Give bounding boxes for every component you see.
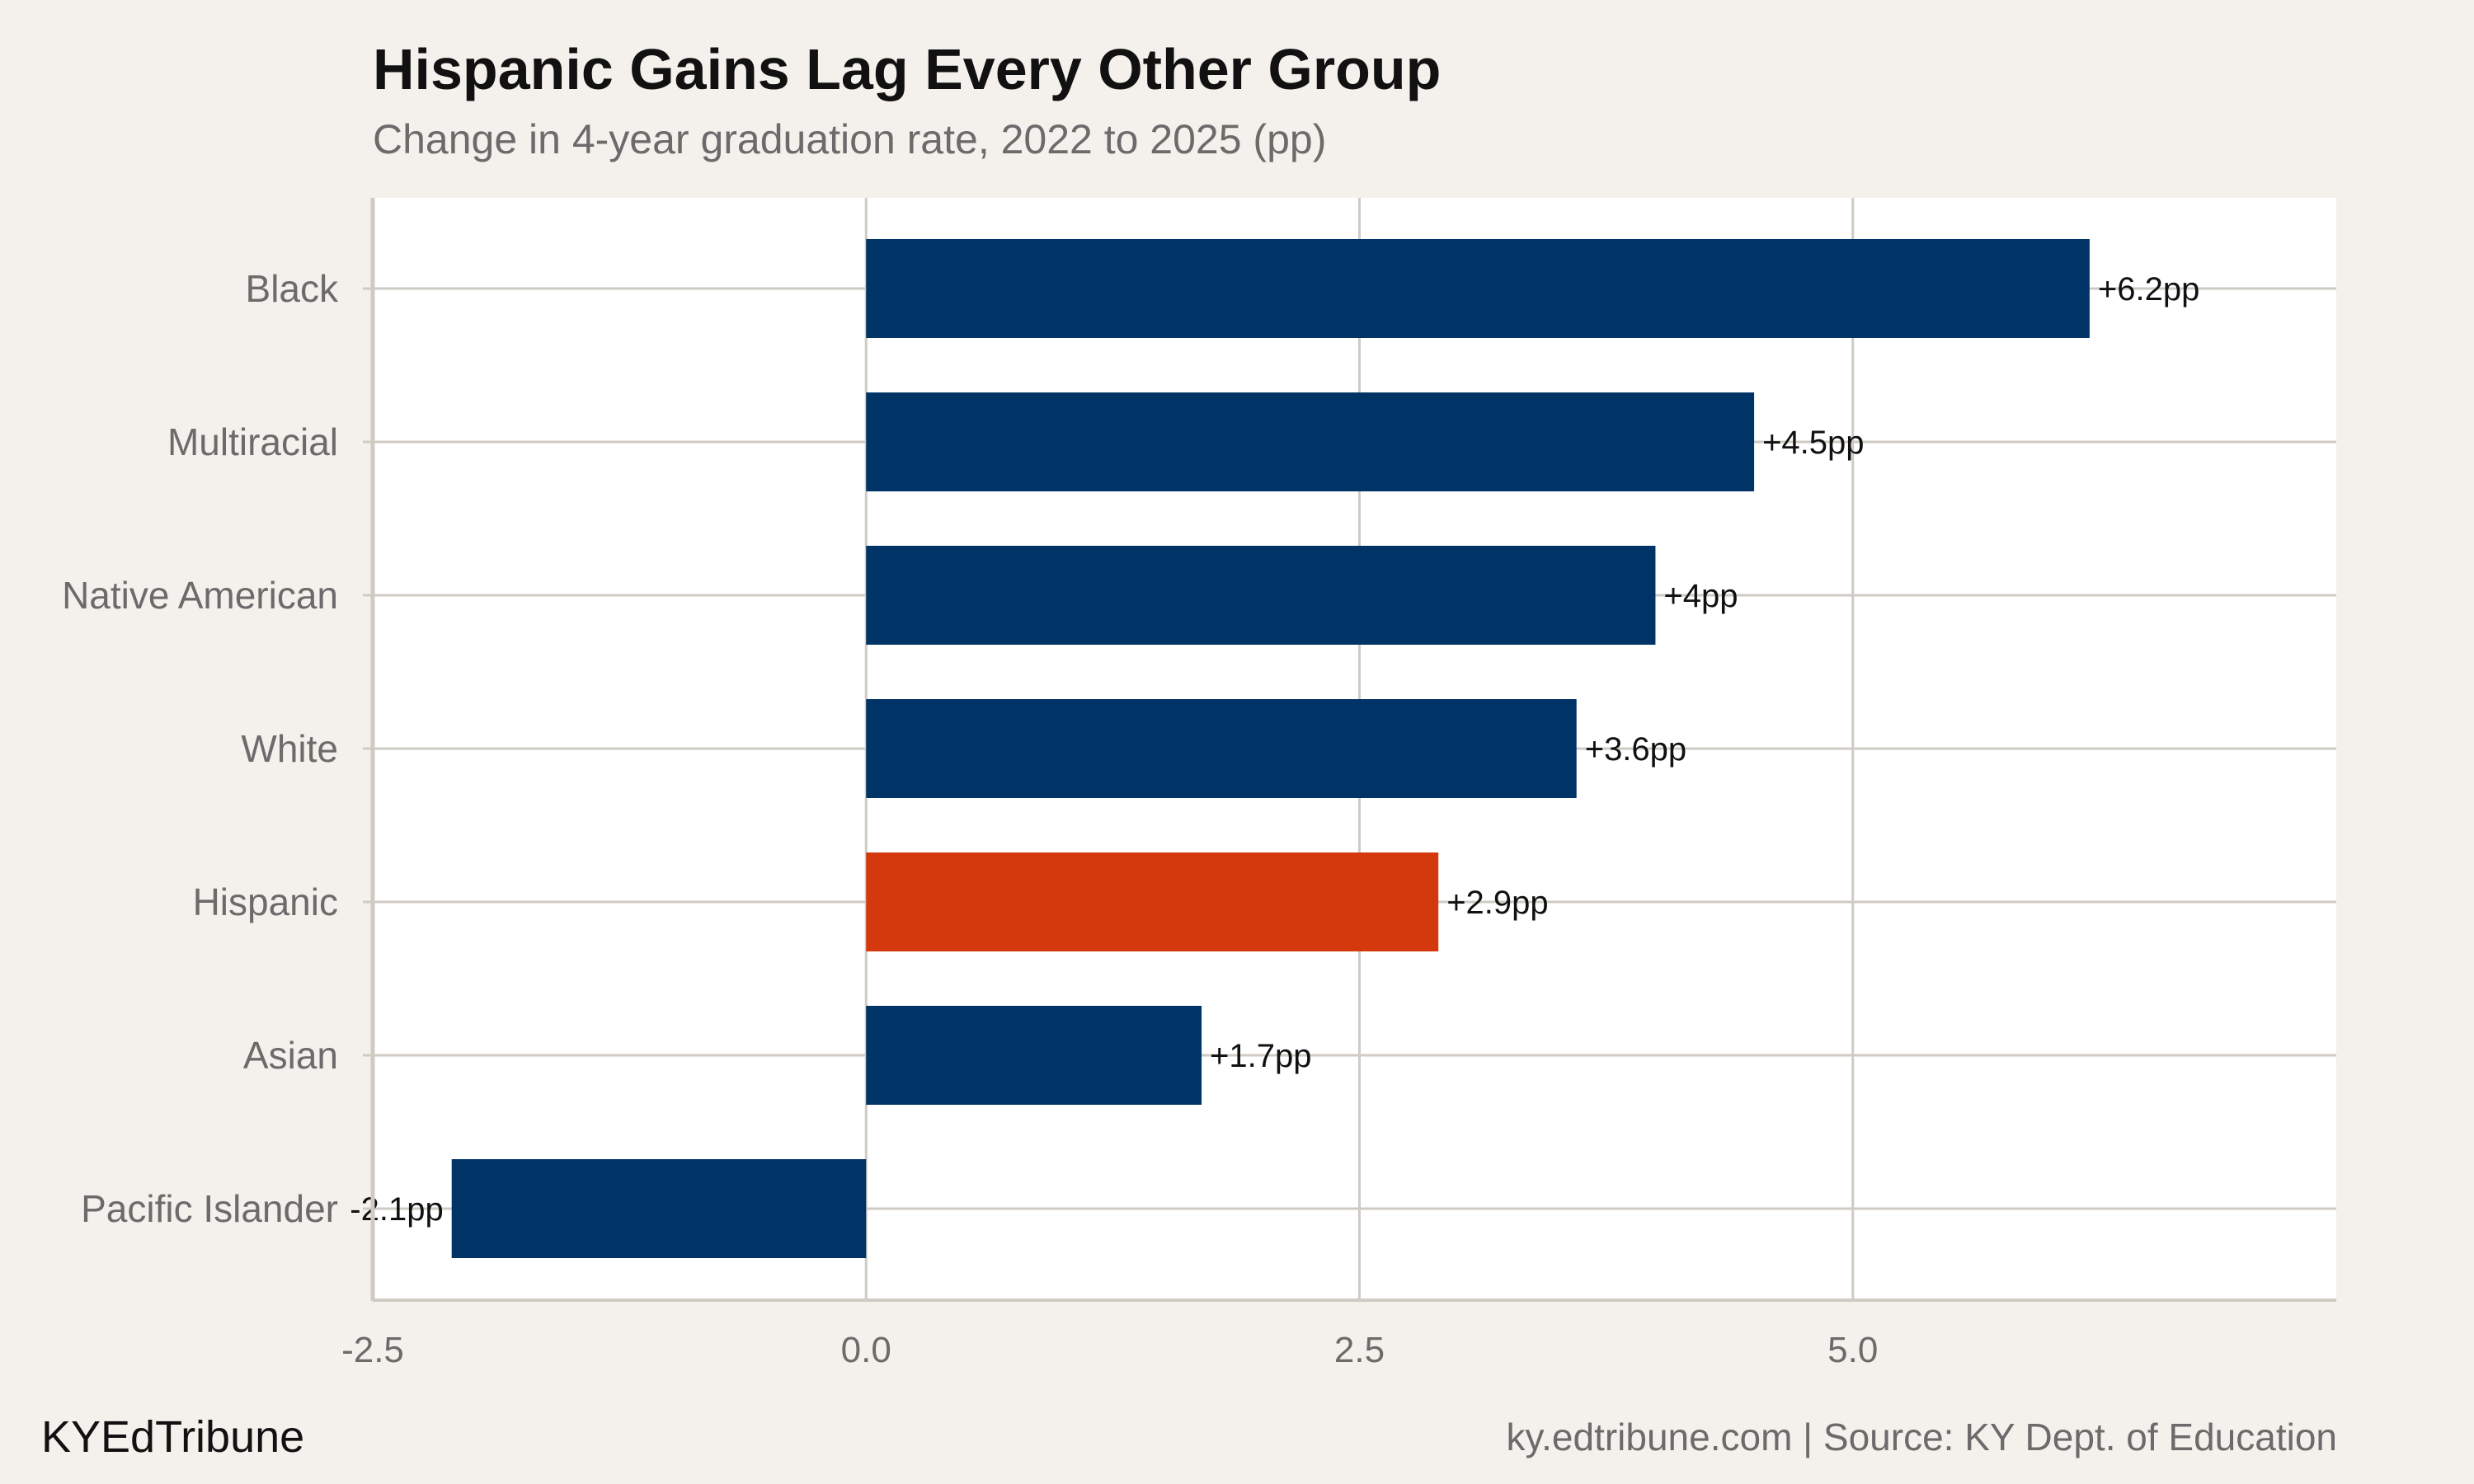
data-label: -2.1pp [350,1191,443,1228]
source-credit: ky.edtribune.com | Source: KY Dept. of E… [1506,1416,2337,1458]
y-tick-label: Black [246,267,339,310]
brand-name: KYEdTribune [41,1412,305,1462]
x-tick-label: 2.5 [1334,1330,1385,1370]
data-label: +3.6pp [1585,731,1686,768]
x-tick-label: 0.0 [841,1330,891,1370]
bars [451,239,2090,1258]
x-tick-label: 5.0 [1827,1330,1878,1370]
bar-hispanic [866,852,1439,951]
bar-multiracial [866,392,1755,491]
data-label: +4pp [1663,578,1738,614]
data-label: +6.2pp [2098,271,2199,308]
data-label: +2.9pp [1446,885,1548,921]
bar-pacific-islander [451,1159,867,1258]
data-labels: +6.2pp +4.5pp +4pp +3.6pp +2.9pp +1.7pp -2.1pp [350,271,2199,1228]
y-tick-label: White [241,727,338,770]
bar-native-american [866,546,1656,645]
chart-title: Hispanic Gains Lag Every Other Group [373,37,1442,101]
y-tick-label: Pacific Islander [81,1187,338,1230]
y-axis-tick-labels: Black Multiracial Native American White Hisp… [62,267,339,1230]
x-tick-label: -2.5 [341,1330,404,1370]
y-tick-label: Hispanic [193,881,338,923]
bar-black [866,239,2090,338]
data-label: +4.5pp [1762,425,1864,461]
bar-asian [866,1006,1202,1105]
y-tick-label: Multiracial [167,420,338,463]
y-tick-label: Asian [243,1034,338,1077]
data-label: +1.7pp [1210,1038,1311,1074]
bar-white [866,699,1577,798]
x-axis-tick-labels: -2.5 0.0 2.5 5.0 [341,1330,1878,1370]
chart-subtitle: Change in 4-year graduation rate, 2022 t… [373,116,1327,162]
y-tick-label: Native American [62,574,338,617]
